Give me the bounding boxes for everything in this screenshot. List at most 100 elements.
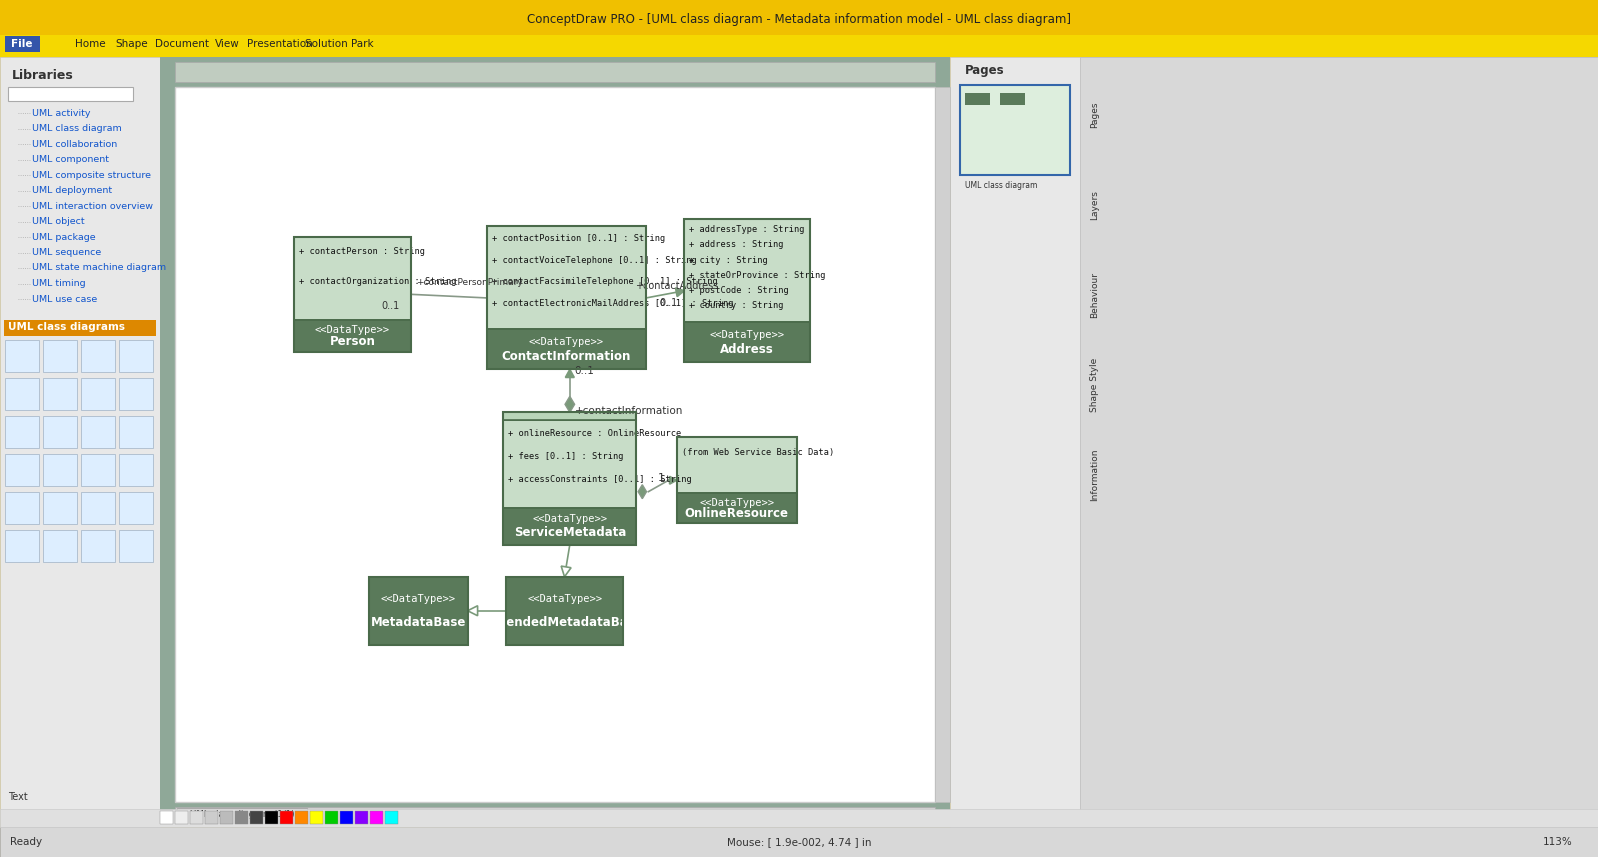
Text: Pages: Pages xyxy=(965,63,1005,76)
Bar xyxy=(487,226,646,329)
Bar xyxy=(296,811,308,824)
Bar xyxy=(676,437,797,523)
Bar xyxy=(676,437,797,493)
Polygon shape xyxy=(566,369,574,377)
Bar xyxy=(294,320,411,351)
Text: + contactPerson : String: + contactPerson : String xyxy=(299,248,425,256)
Bar xyxy=(176,811,189,824)
Bar xyxy=(0,57,160,857)
Text: Shape Style: Shape Style xyxy=(1090,358,1099,412)
Bar xyxy=(505,577,623,644)
Bar xyxy=(5,416,38,447)
Text: ContactInformation: ContactInformation xyxy=(502,351,631,363)
Text: + contactPosition [0..1] : String: + contactPosition [0..1] : String xyxy=(492,234,665,243)
Bar xyxy=(81,530,115,561)
Bar xyxy=(81,453,115,486)
Bar xyxy=(340,811,353,824)
Text: <<DataType>>: <<DataType>> xyxy=(700,498,773,507)
Bar xyxy=(118,530,153,561)
Text: UML package: UML package xyxy=(32,232,96,242)
Bar xyxy=(676,493,797,523)
Text: Shape: Shape xyxy=(115,39,147,49)
Bar xyxy=(487,329,646,369)
Bar xyxy=(684,219,810,322)
Bar xyxy=(265,811,278,824)
Polygon shape xyxy=(561,566,570,577)
Bar xyxy=(190,811,203,824)
Text: UML sequence: UML sequence xyxy=(32,248,101,257)
Bar xyxy=(965,93,991,105)
Text: UML object: UML object xyxy=(32,217,85,226)
Text: Address: Address xyxy=(721,343,773,356)
Bar xyxy=(8,87,133,101)
Bar xyxy=(487,226,646,369)
Text: UML class diagrams: UML class diagrams xyxy=(8,322,125,333)
Text: UML collaboration: UML collaboration xyxy=(32,140,117,148)
Bar xyxy=(160,57,949,827)
Text: UML class diagram (1/1): UML class diagram (1/1) xyxy=(190,810,294,819)
Text: +contactInformation: +contactInformation xyxy=(575,406,684,416)
Text: Information: Information xyxy=(1090,449,1099,501)
Bar xyxy=(0,0,1598,35)
Bar xyxy=(935,87,949,802)
Bar xyxy=(118,492,153,524)
Bar xyxy=(5,320,157,335)
Text: Pages: Pages xyxy=(1090,102,1099,129)
Bar xyxy=(5,377,38,410)
Bar xyxy=(355,811,368,824)
Bar xyxy=(176,62,935,82)
Text: <<DataType>>: <<DataType>> xyxy=(315,325,390,335)
Bar xyxy=(43,416,77,447)
Text: + stateOrProvince : String: + stateOrProvince : String xyxy=(689,271,826,279)
Text: ConceptDraw PRO - [UML class diagram - Metadata information model - UML class di: ConceptDraw PRO - [UML class diagram - M… xyxy=(527,13,1071,26)
Bar xyxy=(505,577,623,644)
Text: + contactElectronicMailAddress [0..1] : String: + contactElectronicMailAddress [0..1] : … xyxy=(492,299,733,308)
Bar xyxy=(0,809,1598,827)
Bar xyxy=(118,453,153,486)
Text: MetadataBase: MetadataBase xyxy=(371,616,467,629)
Bar xyxy=(369,577,468,644)
Text: + fees [0..1] : String: + fees [0..1] : String xyxy=(508,452,623,461)
Bar xyxy=(385,811,398,824)
Polygon shape xyxy=(670,476,676,484)
Text: Ready: Ready xyxy=(10,837,42,847)
Text: 1: 1 xyxy=(658,473,665,483)
Text: + contactOrganization : String: + contactOrganization : String xyxy=(299,277,455,286)
Bar xyxy=(176,87,935,802)
Bar xyxy=(43,453,77,486)
Bar xyxy=(5,36,40,52)
Bar xyxy=(81,492,115,524)
Text: + onlineResource : OnlineResource: + onlineResource : OnlineResource xyxy=(508,428,682,438)
Text: + contactFacsimileTelephone [0..1] : String: + contactFacsimileTelephone [0..1] : Str… xyxy=(492,278,718,286)
Text: Presentation: Presentation xyxy=(248,39,313,49)
Bar xyxy=(371,811,384,824)
Text: 0..1: 0..1 xyxy=(575,366,594,376)
Bar xyxy=(503,507,636,544)
Text: Home: Home xyxy=(75,39,105,49)
Bar xyxy=(0,827,1598,857)
Text: +contactAddress: +contactAddress xyxy=(634,281,719,291)
Text: 0..1: 0..1 xyxy=(660,297,678,308)
Text: +contactPersonPrimary: +contactPersonPrimary xyxy=(417,278,523,287)
Bar xyxy=(960,85,1071,175)
Text: ServiceMetadata: ServiceMetadata xyxy=(513,526,626,539)
Text: UML activity: UML activity xyxy=(32,109,91,117)
Text: Document: Document xyxy=(155,39,209,49)
Bar xyxy=(160,811,173,824)
Bar xyxy=(235,811,248,824)
Bar xyxy=(118,339,153,371)
Bar xyxy=(280,811,292,824)
Bar xyxy=(249,811,264,824)
Polygon shape xyxy=(676,288,684,297)
Text: + postCode : String: + postCode : String xyxy=(689,286,789,295)
Text: <<DataType>>: <<DataType>> xyxy=(529,337,604,347)
Bar xyxy=(5,492,38,524)
Bar xyxy=(294,237,411,320)
Text: + address : String: + address : String xyxy=(689,241,783,249)
Polygon shape xyxy=(468,606,478,615)
Text: OnlineResource: OnlineResource xyxy=(684,507,789,520)
Text: UML use case: UML use case xyxy=(32,295,97,303)
Polygon shape xyxy=(638,485,647,499)
Bar xyxy=(118,377,153,410)
Text: + accessConstraints [0..1] : String: + accessConstraints [0..1] : String xyxy=(508,475,692,483)
